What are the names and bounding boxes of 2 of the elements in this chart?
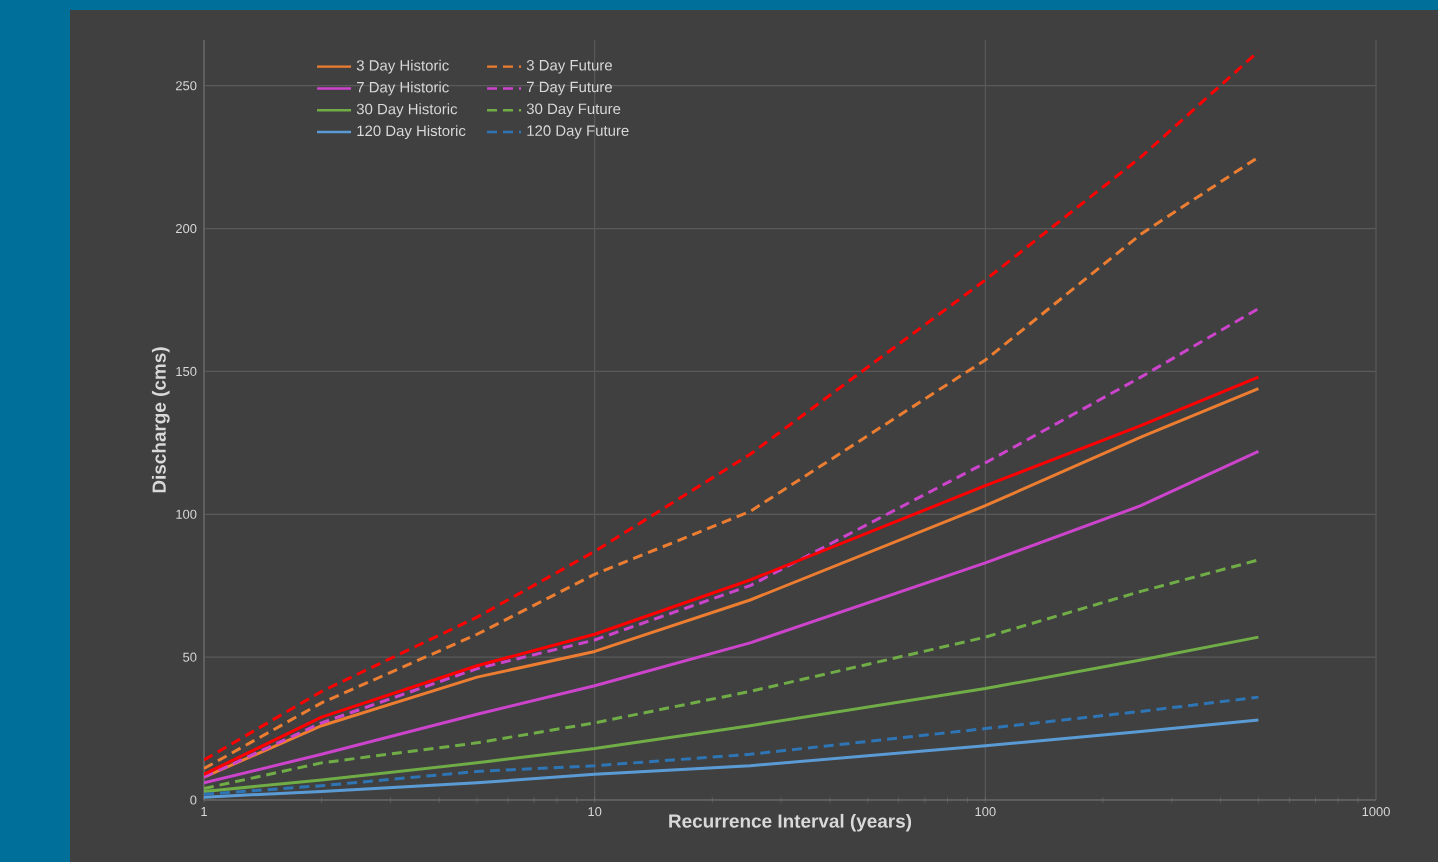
x-axis-title: Recurrence Interval (years) — [669, 813, 912, 832]
y-axis-title: Discharge (cms) — [151, 347, 170, 493]
